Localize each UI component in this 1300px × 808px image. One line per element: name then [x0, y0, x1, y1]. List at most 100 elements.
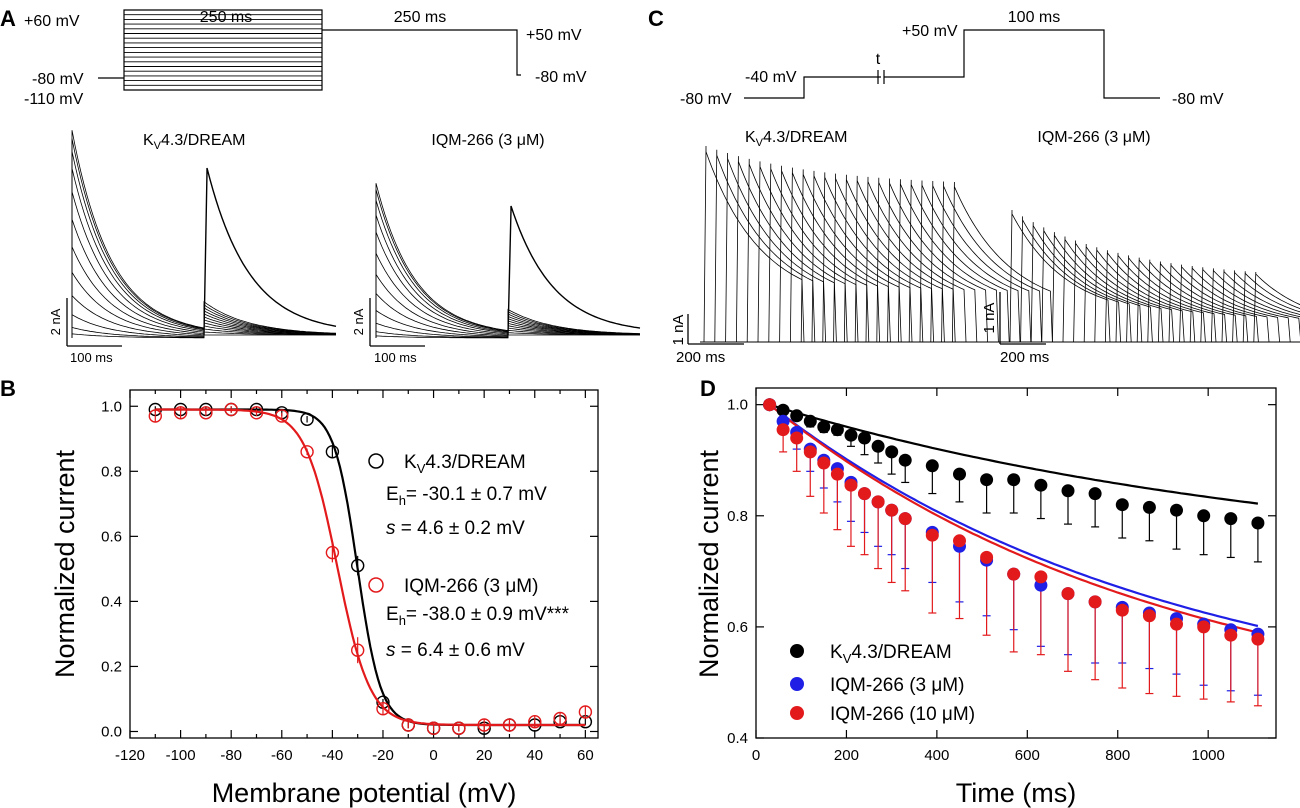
- data-point: [249, 406, 264, 420]
- data-point: [1251, 516, 1265, 530]
- fit-curve: [768, 403, 1259, 634]
- data-point: [925, 459, 939, 473]
- data-point: [351, 558, 365, 573]
- current-trace: [1211, 268, 1300, 343]
- data-point: [844, 428, 858, 442]
- trace-title-c-drug: IQM-266 (3 μM): [1037, 129, 1150, 146]
- scale-current-c1: 1 nA: [670, 315, 687, 346]
- current-trace: [919, 180, 1021, 343]
- current-trace: [1041, 227, 1143, 343]
- current-trace: [703, 145, 805, 343]
- legend-d-drug3-marker: [790, 677, 804, 691]
- data-point: [830, 423, 844, 437]
- data-point: [300, 412, 314, 426]
- current-trace: [865, 176, 967, 343]
- current-trace: [1030, 222, 1132, 343]
- current-trace: [1189, 266, 1291, 343]
- panel-letter-b: B: [0, 376, 16, 401]
- fit-curve: [768, 403, 1259, 628]
- y-tick-label: 0.6: [727, 619, 748, 636]
- protocol-a-steps: [124, 14, 322, 86]
- data-point: [199, 406, 213, 420]
- current-trace-test-pulse: [507, 205, 641, 336]
- current-trace: [375, 308, 641, 339]
- trace-title-a-drug: IQM-266 (3 μM): [431, 132, 544, 149]
- data-point: [148, 409, 163, 423]
- x-tick-label: -40: [322, 747, 344, 764]
- scale-bar-c-control: 1 nA 200 ms: [670, 314, 744, 366]
- current-traces-c-control: [700, 145, 1055, 343]
- data-point: [980, 550, 994, 564]
- data-point: [173, 406, 188, 420]
- data-point: [1088, 487, 1102, 501]
- current-trace: [1147, 259, 1249, 343]
- x-tick-label: 800: [1105, 747, 1130, 764]
- data-point: [1115, 498, 1129, 512]
- y-tick-label: 0.4: [727, 730, 748, 747]
- data-point: [790, 431, 804, 445]
- data-point: [898, 512, 912, 526]
- x-tick-label: -80: [220, 747, 242, 764]
- current-trace-test-pulse: [203, 167, 337, 336]
- data-point: [300, 445, 314, 459]
- current-traces-a-drug: [375, 183, 641, 339]
- protocol-a-vhold: -80 mV: [32, 71, 84, 88]
- data-point: [1224, 628, 1238, 642]
- data-point: [871, 439, 885, 453]
- data-point: [502, 718, 517, 732]
- scale-time-a1: 100 ms: [70, 350, 113, 365]
- current-trace: [811, 170, 913, 343]
- protocol-c: -80 mV -40 mV t +50 mV 100 ms -80 mV: [680, 9, 1224, 108]
- legend-b-drug-name: IQM-266 (3 μM): [404, 576, 538, 597]
- scale-current-c2: 1 nA: [981, 303, 998, 334]
- current-trace: [1105, 250, 1206, 343]
- current-trace: [736, 156, 837, 343]
- legend-d-drug10-marker: [790, 706, 804, 720]
- data-point: [1197, 509, 1211, 523]
- x-tick-label: -60: [271, 747, 293, 764]
- x-tick-label: 400: [924, 747, 949, 764]
- data-point: [830, 467, 844, 481]
- legend-d-control-name: KV4.3/DREAM: [830, 642, 952, 666]
- data-point: [803, 445, 817, 459]
- scale-bar-c-drug: 1 nA 200 ms: [981, 292, 1049, 366]
- current-trace: [1115, 252, 1217, 343]
- data-point: [1061, 587, 1075, 601]
- scale-time-c1: 200 ms: [676, 349, 725, 366]
- data-point: [763, 398, 777, 412]
- legend-b-control-name: KV4.3/DREAM: [404, 452, 526, 476]
- protocol-a-dur2: 250 ms: [394, 9, 446, 26]
- y-tick-label: 0.8: [101, 463, 122, 480]
- protocol-c-vtest: +50 mV: [902, 23, 958, 40]
- x-tick-label: 600: [1015, 747, 1040, 764]
- data-point: [1061, 484, 1075, 498]
- y-tick-label: 0.6: [101, 528, 122, 545]
- x-tick-label: -20: [372, 747, 394, 764]
- current-trace: [1126, 255, 1227, 343]
- x-tick-label: -120: [115, 747, 145, 764]
- current-trace: [1253, 271, 1300, 343]
- data-point: [224, 402, 238, 417]
- legend-b-drug-eh: Eh= -38.0 ± 0.9 mV***: [386, 604, 570, 628]
- current-trace: [908, 179, 1010, 343]
- current-trace: [887, 178, 988, 343]
- current-trace: [768, 163, 870, 343]
- current-trace: [757, 161, 859, 343]
- data-point: [578, 705, 593, 719]
- fit-curve: [155, 408, 586, 727]
- data-point: [1142, 609, 1156, 623]
- data-point: [1088, 595, 1102, 609]
- current-trace: [898, 179, 999, 343]
- current-trace: [1083, 244, 1185, 343]
- data-point: [1142, 500, 1156, 514]
- data-point: [871, 495, 885, 509]
- x-tick-label: 0: [752, 747, 760, 764]
- current-trace: [714, 149, 816, 343]
- current-trace: [833, 173, 934, 343]
- protocol-c-vend: -80 mV: [1172, 91, 1224, 108]
- legend-b-control-marker: [368, 453, 384, 469]
- svg-text:KV4.3/DREAM: KV4.3/DREAM: [143, 132, 245, 152]
- protocol-c-vcond: -40 mV: [745, 69, 797, 86]
- data-point: [803, 414, 817, 428]
- y-tick-label: 0.8: [727, 508, 748, 525]
